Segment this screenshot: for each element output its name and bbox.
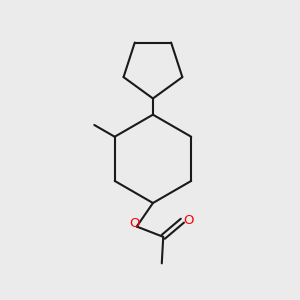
Text: O: O bbox=[129, 217, 140, 230]
Text: O: O bbox=[184, 214, 194, 226]
